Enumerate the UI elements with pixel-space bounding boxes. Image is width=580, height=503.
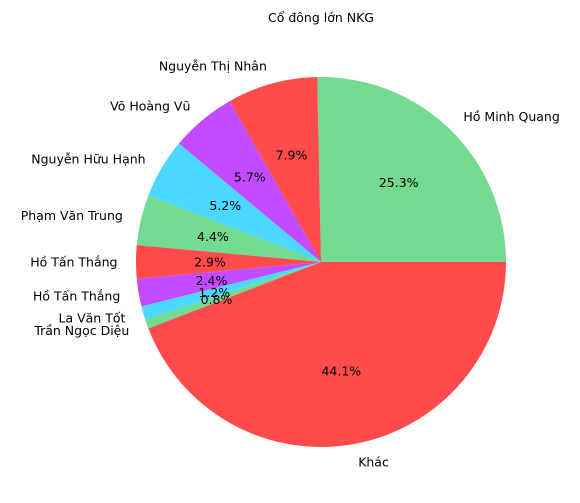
pie-slice-vo-hoang-vu-2: [178, 101, 321, 263]
slice-label-pham-van-trung-4: Phạm Văn Trung: [21, 208, 123, 223]
slice-label-nguyen-huu-hanh-3: Nguyễn Hữu Hạnh: [31, 151, 145, 166]
slice-label-la-van-tot-7: La Văn Tốt: [59, 311, 126, 326]
slice-percent-tran-ngoc-dieu-8: 0.8%: [201, 292, 233, 307]
pie-slice-la-van-tot-7: [141, 262, 321, 320]
slice-percent-ho-tan-thang-5: 2.9%: [194, 255, 226, 270]
pie-slice-ho-minh-quang-0: [317, 77, 506, 262]
pie-slice-khac-9: [148, 262, 507, 448]
pie-slices: [136, 77, 507, 448]
slice-percent-nguyen-huu-hanh-3: 5.2%: [209, 198, 241, 213]
slice-percent-pham-van-trung-4: 4.4%: [197, 229, 229, 244]
pie-labels: Hồ Minh Quang 25.3% Nguyễn Thị Nhân 7.9% Võ …: [21, 58, 560, 469]
pie-slice-pham-van-trung-4: [136, 195, 321, 262]
slice-percent-vo-hoang-vu-2: 5.7%: [234, 169, 266, 184]
pie-slice-ho-tan-thang-5: [136, 245, 321, 279]
pie-slice-nguyen-thi-nhan-1: [229, 77, 321, 262]
slice-label-ho-tan-thang-5: Hồ Tấn Thắng: [30, 255, 117, 270]
slice-percent-khac-9: 44.1%: [321, 364, 361, 379]
slice-label-khac-9: Khác: [358, 455, 389, 470]
slice-label-tran-ngoc-dieu-8: Trần Ngọc Diệu: [33, 323, 129, 338]
slice-label-vo-hoang-vu-2: Võ Hoàng Vũ: [110, 98, 190, 113]
slice-label-nguyen-thi-nhan-1: Nguyễn Thị Nhân: [159, 58, 267, 73]
slice-label-ho-minh-quang-0: Hồ Minh Quang: [463, 109, 559, 124]
pie-slice-ho-tan-thang-6: [136, 262, 321, 307]
pie-slice-nguyen-huu-hanh-3: [148, 143, 321, 262]
slice-percent-ho-tan-thang-6: 2.4%: [196, 273, 228, 288]
slice-label-ho-tan-thang-6: Hồ Tấn Thắng: [33, 288, 120, 303]
chart-title: Cổ đông lớn NKG: [268, 10, 374, 25]
slice-percent-la-van-tot-7: 1.2%: [198, 285, 230, 300]
slice-percent-nguyen-thi-nhan-1: 7.9%: [276, 148, 308, 163]
pie-slice-tran-ngoc-dieu-8: [145, 262, 321, 329]
slice-percent-ho-minh-quang-0: 25.3%: [379, 175, 419, 190]
